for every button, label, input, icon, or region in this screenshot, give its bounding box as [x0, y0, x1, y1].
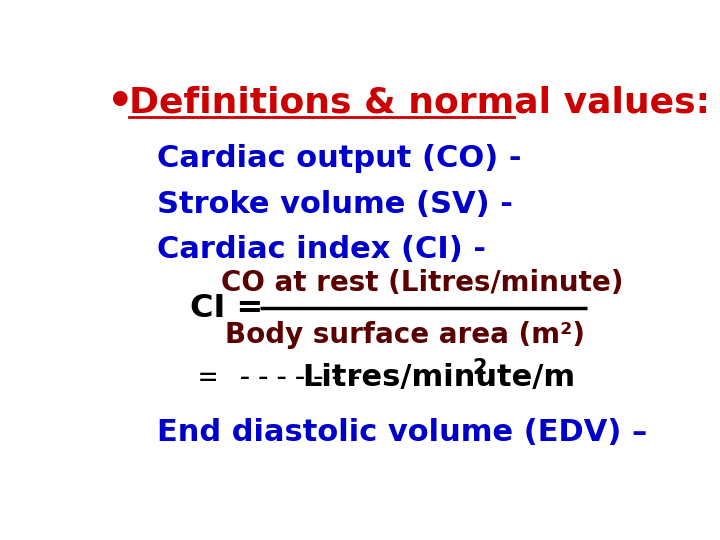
Text: = ---------: = --------- [199, 363, 401, 392]
Text: CI =: CI = [190, 293, 264, 323]
Text: Cardiac output (CO) -: Cardiac output (CO) - [157, 144, 521, 173]
Text: Body surface area (m²): Body surface area (m²) [225, 321, 585, 349]
Text: Stroke volume (SV) -: Stroke volume (SV) - [157, 190, 513, 219]
Text: End diastolic volume (EDV) –: End diastolic volume (EDV) – [157, 418, 647, 447]
Text: 2: 2 [472, 359, 487, 379]
Text: •: • [107, 81, 133, 123]
Text: CO at rest (Litres/minute): CO at rest (Litres/minute) [221, 269, 624, 297]
Text: Definitions & normal values:: Definitions & normal values: [129, 85, 710, 119]
Text: Cardiac index (CI) -: Cardiac index (CI) - [157, 235, 486, 265]
Text: Litres/minute/m: Litres/minute/m [302, 363, 575, 392]
